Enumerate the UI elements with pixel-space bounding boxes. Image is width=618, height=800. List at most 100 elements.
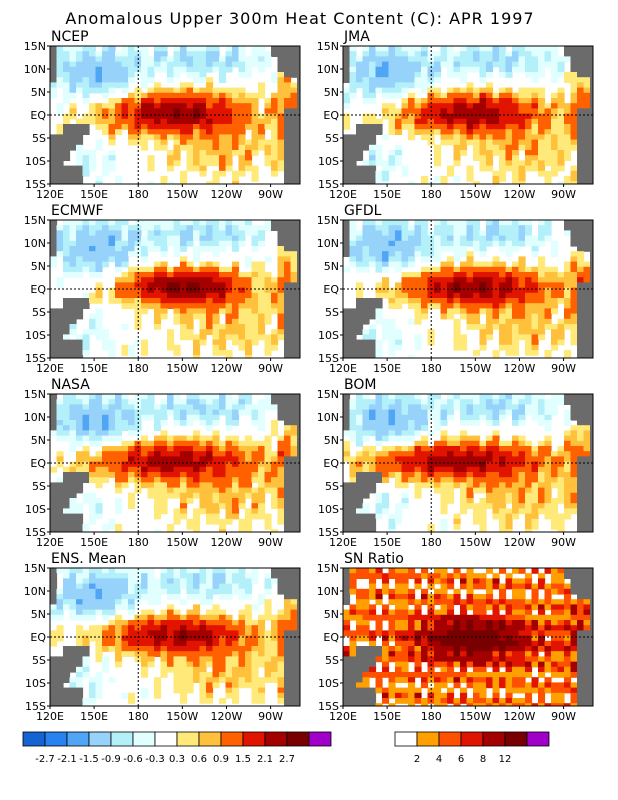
field-cell (453, 404, 461, 411)
field-cell (479, 150, 487, 156)
field-cell (531, 409, 539, 416)
field-cell (115, 103, 123, 109)
field-cell (102, 524, 110, 530)
field-cell (284, 51, 292, 57)
field-cell (56, 124, 64, 130)
field-cell (564, 176, 572, 182)
field-cell (518, 66, 526, 73)
field-cell (408, 240, 416, 247)
field-cell (225, 292, 233, 299)
field-cell (284, 482, 292, 489)
field-cell (134, 240, 142, 247)
field-cell (505, 492, 513, 499)
field-cell (219, 66, 227, 73)
field-cell (193, 518, 201, 525)
field-cell (525, 155, 533, 161)
field-cell (447, 313, 455, 320)
field-cell (63, 266, 71, 273)
field-cell (245, 220, 253, 226)
field-cell (121, 477, 129, 483)
field-cell (395, 246, 403, 252)
field-cell (492, 134, 500, 141)
field-cell (160, 51, 168, 57)
field-cell (219, 72, 227, 78)
field-cell (238, 150, 246, 156)
field-cell (121, 225, 129, 231)
field-cell (583, 225, 591, 231)
field-cell (245, 492, 253, 499)
field-cell (343, 498, 351, 504)
field-cell (284, 256, 292, 263)
panel-field (50, 220, 300, 358)
field-cell (199, 282, 207, 289)
field-cell (199, 498, 207, 504)
field-cell (427, 409, 435, 416)
field-cell (199, 129, 207, 135)
field-cell (382, 492, 390, 499)
field-cell (69, 498, 77, 504)
field-cell (531, 144, 539, 151)
field-cell (408, 225, 416, 231)
field-cell (473, 518, 481, 525)
field-cell (388, 404, 396, 411)
field-cell (343, 482, 351, 489)
field-cell (512, 472, 520, 478)
field-cell (479, 399, 487, 405)
field-cell (479, 272, 487, 278)
field-cell (290, 160, 298, 167)
field-cell (356, 246, 364, 252)
field-cell (512, 240, 520, 247)
field-cell (206, 508, 214, 515)
field-cell (180, 246, 188, 252)
field-cell (557, 113, 565, 120)
field-cell (63, 394, 71, 400)
field-cell (375, 498, 383, 504)
field-cell (108, 394, 116, 400)
field-cell (108, 472, 116, 478)
field-cell (102, 87, 110, 94)
field-cell (499, 108, 507, 115)
field-cell (50, 155, 58, 161)
field-cell (518, 440, 526, 447)
field-cell (453, 272, 461, 278)
field-cell (284, 394, 292, 400)
lat-tick-label: 15S (318, 352, 339, 365)
field-cell (50, 82, 58, 89)
field-cell (505, 329, 513, 335)
field-cell (147, 482, 155, 489)
field-cell (479, 72, 487, 78)
field-cell (349, 498, 357, 504)
field-cell (167, 298, 175, 304)
field-cell (76, 524, 84, 530)
field-cell (447, 287, 455, 294)
field-cell (570, 266, 578, 273)
field-cell (167, 56, 175, 63)
field-cell (193, 118, 201, 125)
field-cell (362, 487, 370, 494)
field-cell (564, 492, 572, 499)
field-cell (277, 124, 285, 130)
field-cell (206, 103, 214, 109)
field-cell (375, 77, 383, 83)
field-cell (421, 61, 429, 68)
field-cell (466, 466, 474, 473)
field-cell (212, 303, 220, 309)
field-cell (473, 350, 481, 356)
field-cell (258, 87, 266, 94)
field-cell (362, 56, 370, 63)
field-cell (518, 292, 526, 299)
field-cell (284, 77, 292, 83)
field-cell (219, 334, 227, 341)
field-cell (414, 344, 422, 351)
field-cell (440, 404, 448, 411)
field-cell (167, 394, 175, 400)
field-cell (518, 477, 526, 483)
field-cell (343, 266, 351, 273)
field-cell (570, 77, 578, 83)
field-cell (512, 313, 520, 320)
field-cell (251, 139, 259, 146)
field-cell (271, 129, 279, 135)
field-cell (219, 235, 227, 242)
field-cell (557, 292, 565, 299)
